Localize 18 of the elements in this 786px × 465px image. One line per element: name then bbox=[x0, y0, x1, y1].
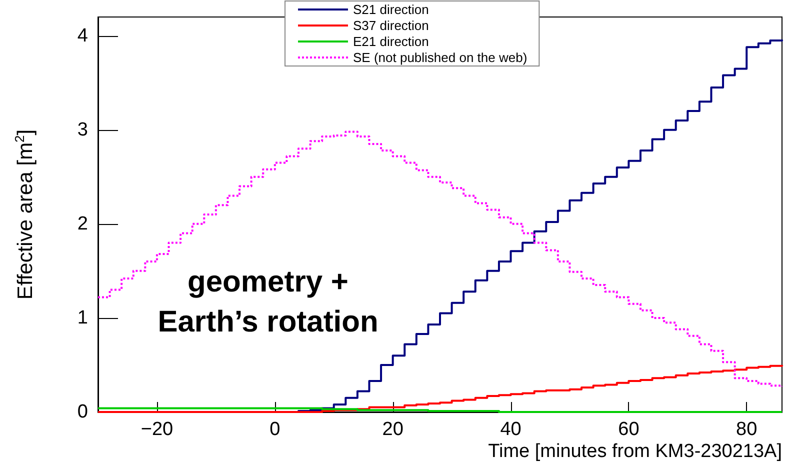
x-tick-label: −20 bbox=[140, 419, 174, 440]
y-tick-label: 1 bbox=[77, 307, 88, 328]
y-tick-label: 3 bbox=[77, 119, 88, 140]
x-tick-label: 80 bbox=[736, 419, 758, 440]
x-axis-title: Time [minutes from KM3-230213A] bbox=[488, 441, 782, 462]
annotation: geometry + Earth’s rotation bbox=[158, 266, 378, 338]
y-tick-label: 0 bbox=[77, 402, 88, 422]
legend-label: E21 direction bbox=[353, 34, 429, 49]
x-tick-label: 20 bbox=[382, 419, 404, 440]
legend-label: S37 direction bbox=[353, 18, 429, 33]
x-tick-label: 40 bbox=[500, 419, 522, 440]
legend-label: SE (not published on the web) bbox=[353, 50, 528, 65]
x-tick-label: 0 bbox=[270, 419, 280, 440]
y-tick-label: 4 bbox=[77, 25, 88, 46]
y-tick-label: 2 bbox=[77, 213, 88, 234]
legend-label: S21 direction bbox=[353, 2, 429, 17]
y-axis-title: Effective area [m2] bbox=[12, 129, 37, 300]
x-tick-label: 60 bbox=[618, 419, 640, 440]
